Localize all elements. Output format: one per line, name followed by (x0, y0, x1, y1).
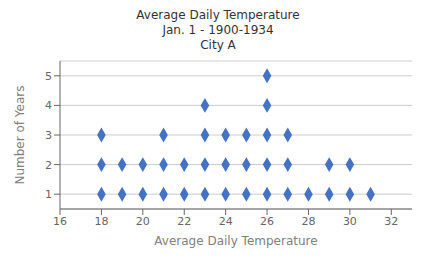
svg-text:2: 2 (45, 159, 52, 172)
svg-text:26: 26 (260, 215, 274, 228)
html-text:Average Daily Temperature: Average Daily Temperature (136, 8, 300, 22)
svg-text:Number of Years: Number of Years (13, 85, 27, 184)
svg-text:30: 30 (343, 215, 357, 228)
html-text:Jan. 1 - 1900-1934: Jan. 1 - 1900-1934 (162, 23, 274, 37)
svg-text:32: 32 (384, 215, 398, 228)
html-text:City A: City A (200, 38, 236, 52)
svg-text:20: 20 (136, 215, 150, 228)
svg-text:5: 5 (45, 70, 52, 83)
svg-text:28: 28 (301, 215, 315, 228)
svg-text:1: 1 (45, 188, 52, 201)
svg-text:22: 22 (177, 215, 191, 228)
svg-text:Average Daily Temperature: Average Daily Temperature (154, 234, 317, 248)
svg-text:16: 16 (53, 215, 67, 228)
svg-text:18: 18 (94, 215, 108, 228)
svg-text:4: 4 (45, 99, 52, 112)
svg-text:3: 3 (45, 129, 52, 142)
svg-text:24: 24 (219, 215, 233, 228)
